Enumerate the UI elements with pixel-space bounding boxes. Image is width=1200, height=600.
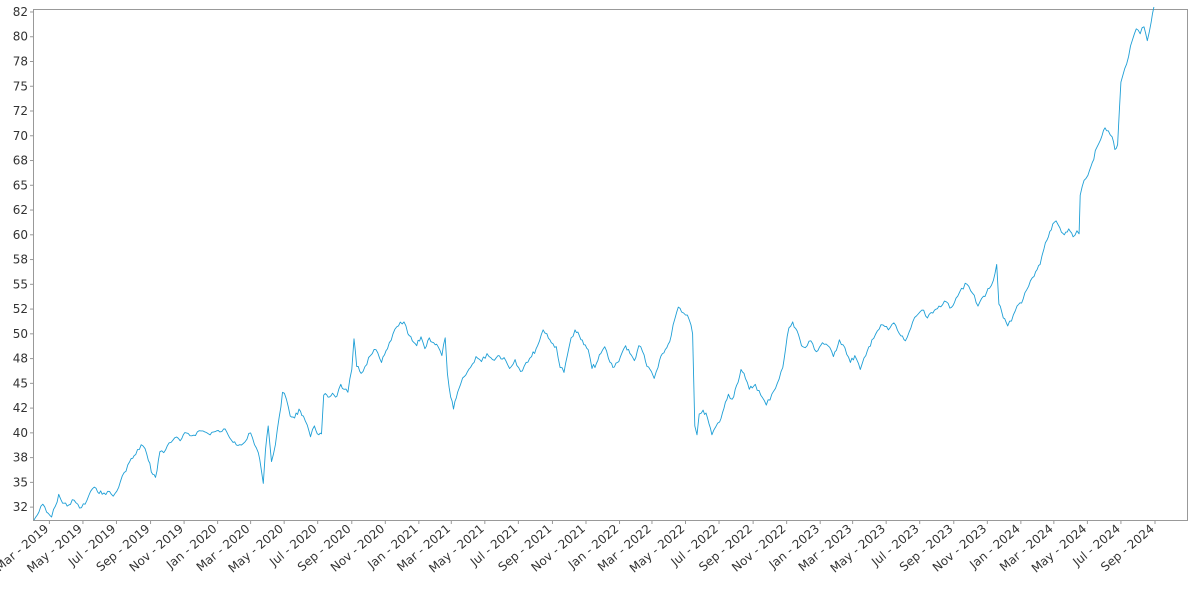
y-tick-label: 78 — [13, 54, 28, 68]
y-tick-label: 72 — [13, 104, 28, 118]
series-line-0 — [33, 6, 1155, 521]
y-tick-label: 50 — [13, 327, 28, 341]
y-axis: 32 35 38 40 42 45 48 50 52 55 58 60 62 65 68 70 72 75 78 80… — [13, 5, 34, 514]
y-tick-label: 68 — [13, 154, 28, 168]
y-tick-label: 80 — [13, 30, 28, 44]
y-tick-label: 45 — [13, 376, 28, 390]
plot-frame — [33, 9, 1188, 521]
y-tick-label: 52 — [13, 302, 28, 316]
y-tick-label: 55 — [13, 277, 28, 291]
y-tick-label: 65 — [13, 178, 28, 192]
y-tick-label: 35 — [13, 475, 28, 489]
y-tick-label: 40 — [13, 426, 28, 440]
y-tick-label: 48 — [13, 352, 28, 366]
y-tick-label: 58 — [13, 253, 28, 267]
y-tick-label: 70 — [13, 129, 28, 143]
y-tick-label: 62 — [13, 203, 28, 217]
y-tick-label: 75 — [13, 79, 28, 93]
y-tick-label: 42 — [13, 401, 28, 415]
y-tick-label: 82 — [13, 5, 28, 19]
y-tick-label: 60 — [13, 228, 28, 242]
y-tick-label: 32 — [13, 500, 28, 514]
y-tick-label: 38 — [13, 451, 28, 465]
series-layer — [33, 6, 1155, 521]
